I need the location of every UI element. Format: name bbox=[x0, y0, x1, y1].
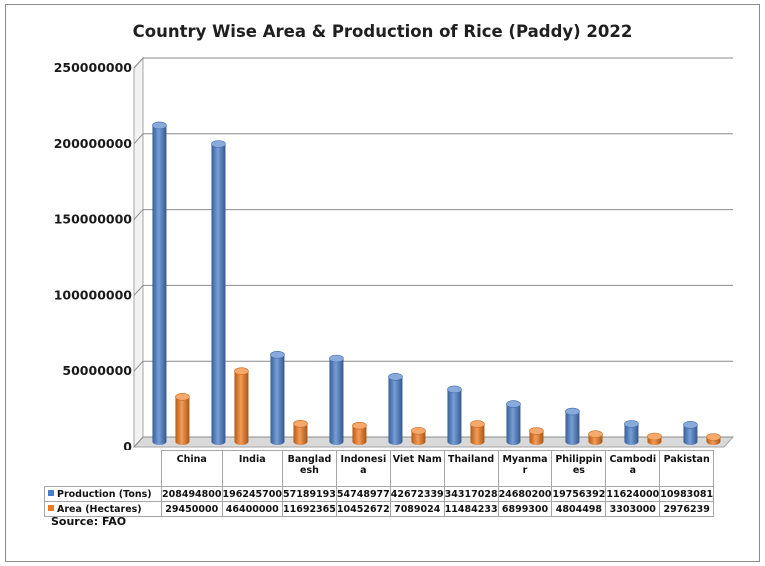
data-label-production-6: 24680200 bbox=[497, 486, 553, 502]
bar-area-0 bbox=[175, 393, 190, 445]
data-table-header-row: China India Banglad esh Indonesi a Viet Nam T… bbox=[44, 450, 715, 487]
data-label-production-5: 34317028 bbox=[443, 486, 499, 502]
gridline-3 bbox=[133, 209, 733, 220]
legend-label-production: Production (Tons) bbox=[57, 488, 152, 500]
legend-label-area: Area (Hectares) bbox=[57, 503, 142, 515]
bar-production-3 bbox=[329, 354, 344, 445]
x-tick-label-4: Viet Nam bbox=[389, 450, 445, 487]
x-tick-label-6: Myanma r bbox=[497, 450, 553, 487]
x-tick-label-9: Pakistan bbox=[659, 450, 715, 487]
bar-production-0 bbox=[152, 121, 167, 446]
data-label-production-2: 57189193 bbox=[282, 486, 337, 502]
bar-area-6 bbox=[529, 427, 544, 445]
gridline-2 bbox=[133, 284, 733, 296]
data-label-area-5: 11484233 bbox=[443, 501, 499, 517]
data-label-area-3: 10452672 bbox=[335, 501, 391, 517]
bar-area-7 bbox=[588, 430, 603, 445]
y-tick-label-4: 200000000 bbox=[54, 136, 133, 151]
data-label-production-4: 42672339 bbox=[389, 486, 445, 502]
data-label-area-7: 4804498 bbox=[551, 501, 607, 517]
x-tick-label-5: Thailand bbox=[443, 450, 499, 487]
y-tick-label-1: 50000000 bbox=[62, 363, 132, 378]
legend-key-area bbox=[48, 504, 54, 511]
data-label-production-8: 11624000 bbox=[605, 486, 661, 502]
chart-side-wall bbox=[133, 56, 144, 449]
data-label-production-3: 54748977 bbox=[335, 486, 391, 502]
gridline-4 bbox=[133, 133, 733, 145]
chart-title: Country Wise Area & Production of Rice (… bbox=[132, 22, 633, 41]
bar-production-1 bbox=[211, 140, 226, 445]
bar-production-4 bbox=[388, 373, 403, 445]
x-tick-label-0: China bbox=[161, 450, 223, 487]
bar-production-8 bbox=[624, 420, 639, 445]
x-tick-label-1: India bbox=[221, 450, 283, 487]
gridline-1 bbox=[133, 360, 733, 372]
source-note: Source: FAO bbox=[51, 515, 127, 528]
data-label-production-0: 208494800 bbox=[161, 486, 223, 502]
bar-production-9 bbox=[683, 421, 698, 445]
data-label-area-4: 7089024 bbox=[389, 501, 445, 517]
x-tick-label-7: Philippin es bbox=[551, 450, 607, 487]
bar-area-3 bbox=[352, 421, 367, 445]
data-label-area-1: 46400000 bbox=[221, 501, 283, 517]
data-table-corner bbox=[44, 450, 162, 487]
legend-entry-area: Area (Hectares) bbox=[44, 501, 162, 517]
bar-production-6 bbox=[506, 400, 521, 445]
bar-area-9 bbox=[706, 433, 721, 445]
bar-area-2 bbox=[293, 419, 308, 445]
y-tick-label-3: 150000000 bbox=[54, 212, 133, 227]
data-label-area-9: 2976239 bbox=[659, 501, 715, 517]
bar-production-7 bbox=[565, 407, 580, 445]
y-tick-label-2: 100000000 bbox=[54, 287, 133, 302]
data-label-area-8: 3303000 bbox=[605, 501, 661, 517]
y-tick-label-5: 250000000 bbox=[54, 60, 133, 75]
x-tick-label-8: Cambodi a bbox=[605, 450, 661, 487]
data-table-row-production: Production (Tons) 208494800 196245700 5718… bbox=[44, 486, 715, 502]
legend-key-production bbox=[48, 489, 54, 496]
x-tick-label-2: Banglad esh bbox=[282, 450, 337, 487]
data-label-area-2: 11692365 bbox=[282, 501, 337, 517]
bar-area-1 bbox=[234, 367, 249, 445]
bar-area-5 bbox=[470, 420, 485, 445]
bar-area-4 bbox=[411, 426, 426, 445]
data-table-row-area: Area (Hectares) 29450000 46400000 11692365… bbox=[44, 501, 715, 517]
chart-plot-area: 0 50000000 100000000 150000000 200000000 2500… bbox=[54, 56, 735, 450]
gridline-5 bbox=[133, 57, 733, 69]
bar-area-8 bbox=[647, 432, 662, 445]
legend-entry-production: Production (Tons) bbox=[44, 486, 162, 502]
data-label-production-7: 19756392 bbox=[551, 486, 607, 502]
data-label-production-1: 196245700 bbox=[221, 486, 283, 502]
data-label-production-9: 10983081 bbox=[659, 486, 715, 502]
bar-production-5 bbox=[447, 385, 462, 445]
y-tick-label-0: 0 bbox=[123, 439, 132, 450]
bar-production-2 bbox=[270, 351, 285, 445]
data-label-area-6: 6899300 bbox=[497, 501, 553, 517]
chart-data-table: China India Banglad esh Indonesi a Viet Nam T… bbox=[44, 450, 715, 517]
x-tick-label-3: Indonesi a bbox=[335, 450, 391, 487]
data-label-area-0: 29450000 bbox=[161, 501, 223, 517]
